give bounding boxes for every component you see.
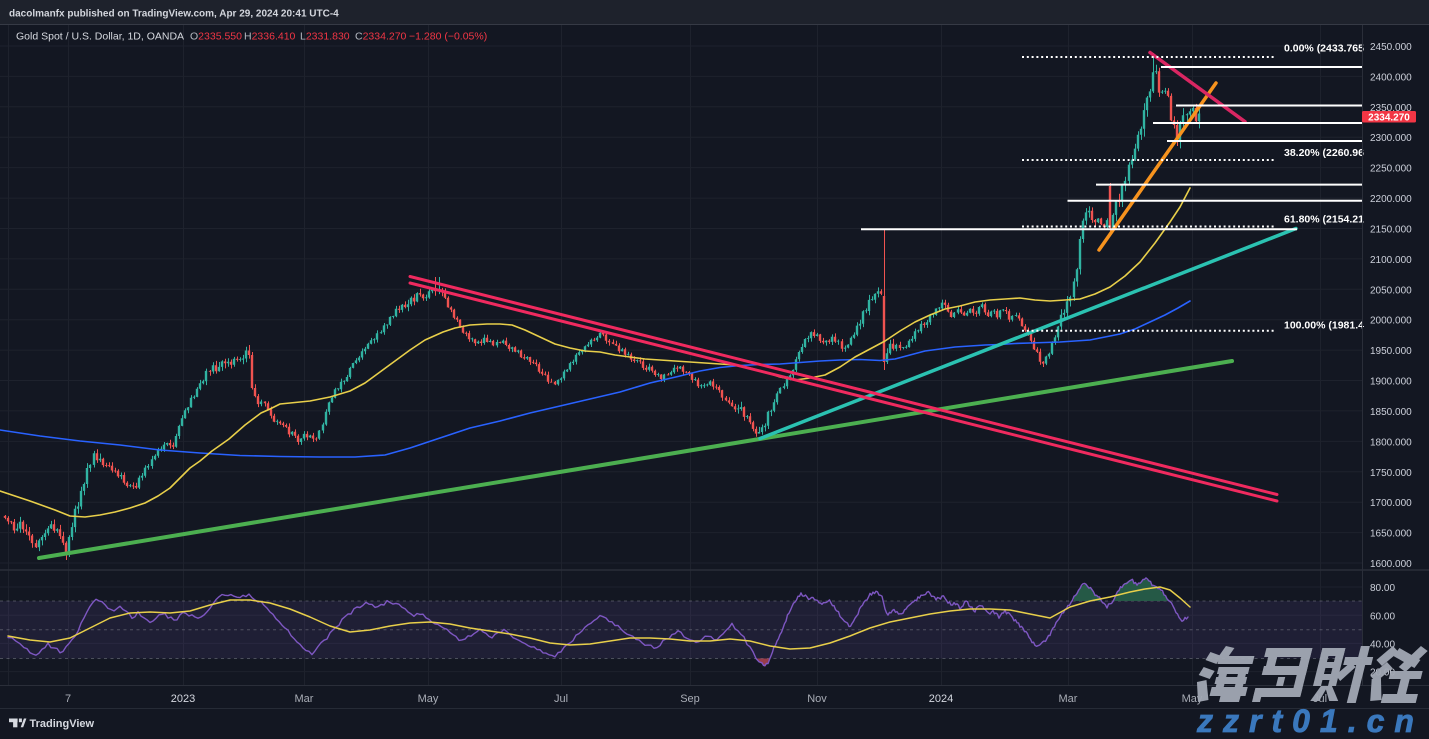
svg-text:61.80% (2154.21: 61.80% (2154.21 [1284, 214, 1364, 226]
svg-text:−1.280 (−0.05%): −1.280 (−0.05%) [409, 31, 487, 43]
svg-text:O2335.550: O2335.550 [190, 31, 242, 43]
svg-text:2450.000: 2450.000 [1370, 42, 1412, 53]
svg-text:2200.000: 2200.000 [1370, 194, 1412, 205]
svg-text:80.00: 80.00 [1370, 583, 1395, 594]
svg-text:TradingView: TradingView [30, 718, 95, 730]
svg-text:2350.000: 2350.000 [1370, 103, 1412, 114]
svg-text:1900.000: 1900.000 [1370, 377, 1412, 388]
svg-text:2024: 2024 [929, 693, 953, 705]
svg-text:40.00: 40.00 [1370, 639, 1395, 650]
svg-text:0.00% (2433.765: 0.00% (2433.765 [1284, 43, 1364, 55]
svg-text:1950.000: 1950.000 [1370, 346, 1412, 357]
svg-text:2100.000: 2100.000 [1370, 255, 1412, 266]
svg-text:1650.000: 1650.000 [1370, 529, 1412, 540]
svg-text:2050.000: 2050.000 [1370, 285, 1412, 296]
svg-text:1700.000: 1700.000 [1370, 498, 1412, 509]
svg-text:L2331.830: L2331.830 [300, 31, 350, 43]
svg-text:2023: 2023 [171, 693, 195, 705]
svg-text:Sep: Sep [680, 693, 700, 705]
svg-text:7: 7 [65, 693, 71, 705]
svg-text:2334.270: 2334.270 [1368, 113, 1410, 124]
svg-text:1600.000: 1600.000 [1370, 559, 1412, 570]
svg-text:May: May [418, 693, 439, 705]
svg-text:2250.000: 2250.000 [1370, 164, 1412, 175]
svg-text:1800.000: 1800.000 [1370, 437, 1412, 448]
svg-text:Mar: Mar [295, 693, 314, 705]
svg-text:2000.000: 2000.000 [1370, 316, 1412, 327]
svg-text:2300.000: 2300.000 [1370, 133, 1412, 144]
svg-text:May: May [1182, 693, 1203, 705]
svg-text:Jul: Jul [554, 693, 568, 705]
svg-text:2150.000: 2150.000 [1370, 225, 1412, 236]
svg-text:C2334.270: C2334.270 [355, 31, 407, 43]
svg-text:38.20% (2260.96: 38.20% (2260.96 [1284, 147, 1364, 159]
svg-text:zzrt01.cn: zzrt01.cn [1196, 703, 1424, 739]
svg-text:60.00: 60.00 [1370, 611, 1395, 622]
svg-text:H2336.410: H2336.410 [244, 31, 296, 43]
svg-text:Mar: Mar [1059, 693, 1078, 705]
svg-text:dacolmanfx published on Tradin: dacolmanfx published on TradingView.com,… [9, 9, 339, 20]
svg-text:1750.000: 1750.000 [1370, 468, 1412, 479]
svg-text:Nov: Nov [807, 693, 827, 705]
svg-text:Gold Spot / U.S. Dollar, 1D, O: Gold Spot / U.S. Dollar, 1D, OANDA [16, 31, 184, 43]
svg-text:1850.000: 1850.000 [1370, 407, 1412, 418]
svg-text:100.00% (1981.4: 100.00% (1981.4 [1284, 319, 1364, 331]
svg-text:2400.000: 2400.000 [1370, 72, 1412, 83]
